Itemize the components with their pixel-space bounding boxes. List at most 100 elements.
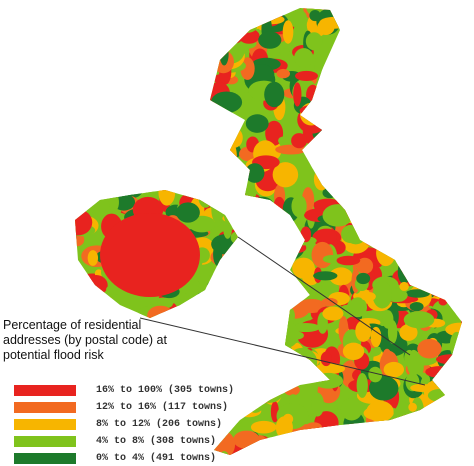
region-patch <box>413 147 446 167</box>
region-patch <box>197 357 208 372</box>
region-patch <box>424 412 447 439</box>
region-patch <box>223 366 236 379</box>
region-patch <box>269 435 278 455</box>
region-patch <box>423 176 453 198</box>
region-patch <box>349 177 360 197</box>
region-patch <box>352 440 368 455</box>
region-patch <box>240 310 259 331</box>
region-patch <box>335 87 362 102</box>
region-patch <box>401 434 422 447</box>
region-patch <box>75 282 90 303</box>
connector-line <box>139 317 426 386</box>
region-patch <box>210 149 219 170</box>
region-patch <box>425 269 454 298</box>
region-patch <box>388 240 411 258</box>
region-patch <box>331 77 359 104</box>
region-patch <box>210 291 229 315</box>
region-patch <box>404 22 416 49</box>
legend-item: 4% to 8% (308 towns) <box>14 435 216 447</box>
region-patch <box>451 176 462 191</box>
region-patch <box>245 332 257 351</box>
region-patch <box>445 428 461 447</box>
region-patch <box>412 430 424 453</box>
region-patch <box>462 81 474 107</box>
region-patch <box>225 8 244 28</box>
region-patch <box>461 384 462 400</box>
region-patch <box>411 44 432 71</box>
region-patch <box>379 16 404 34</box>
region-patch <box>362 62 392 89</box>
region-patch <box>238 28 260 44</box>
region-patch <box>355 85 375 110</box>
region-patch <box>393 8 421 20</box>
region-patch <box>305 32 323 51</box>
region-patch <box>417 440 434 455</box>
region-patch <box>223 199 237 226</box>
region-patch <box>384 194 408 207</box>
region-patch <box>256 383 283 403</box>
region-patch <box>233 285 246 302</box>
region-patch <box>265 8 294 9</box>
region-patch <box>450 243 462 268</box>
region-patch <box>364 9 395 20</box>
region-patch <box>219 42 229 66</box>
region-patch <box>456 131 462 155</box>
region-patch <box>254 375 273 404</box>
region-patch <box>460 355 462 365</box>
region-patch <box>404 73 417 92</box>
region-patch <box>333 427 365 453</box>
region-patch <box>315 229 337 245</box>
region-patch <box>233 188 257 200</box>
region-patch <box>411 40 434 67</box>
region-patch <box>288 9 307 24</box>
region-patch <box>440 104 456 133</box>
region-patch <box>260 14 285 25</box>
region-patch <box>424 156 442 174</box>
region-patch <box>244 250 274 278</box>
region-patch <box>323 88 349 110</box>
region-patch <box>434 22 456 48</box>
region-patch <box>75 209 93 236</box>
region-patch <box>407 349 421 376</box>
region-patch <box>237 348 253 374</box>
region-patch <box>353 108 382 134</box>
region-patch <box>423 41 438 63</box>
region-patch <box>91 307 105 318</box>
region-patch <box>290 434 304 455</box>
region-patch <box>251 252 261 272</box>
region-patch <box>400 260 432 270</box>
region-patch <box>459 431 462 455</box>
region-patch <box>430 420 447 442</box>
region-patch <box>293 82 302 107</box>
region-patch <box>263 228 284 240</box>
region-patch <box>299 104 332 117</box>
region-patch <box>397 259 411 284</box>
region-patch <box>417 125 431 146</box>
region-patch <box>392 77 417 104</box>
region-patch <box>414 87 441 115</box>
region-patch <box>429 184 451 199</box>
region-patch <box>448 43 462 54</box>
region-patch <box>422 268 442 285</box>
region-patch <box>365 203 378 228</box>
region-patch <box>208 271 238 290</box>
region-patch <box>267 275 292 284</box>
region-patch <box>212 30 236 49</box>
region-patch <box>336 34 366 62</box>
legend-swatch <box>14 452 76 464</box>
region-patch <box>348 16 359 30</box>
region-patch <box>276 68 290 79</box>
region-patch <box>253 320 281 335</box>
region-patch <box>436 120 462 135</box>
region-patch <box>372 102 387 126</box>
connector-line <box>237 236 411 356</box>
region-patch <box>417 339 442 359</box>
region-patch <box>294 48 314 68</box>
region-patch <box>263 232 289 253</box>
region-patch <box>100 213 200 297</box>
region-patch <box>352 180 366 208</box>
region-patch <box>376 239 396 267</box>
region-patch <box>223 295 246 321</box>
region-patch <box>465 216 474 228</box>
region-patch <box>245 114 269 133</box>
